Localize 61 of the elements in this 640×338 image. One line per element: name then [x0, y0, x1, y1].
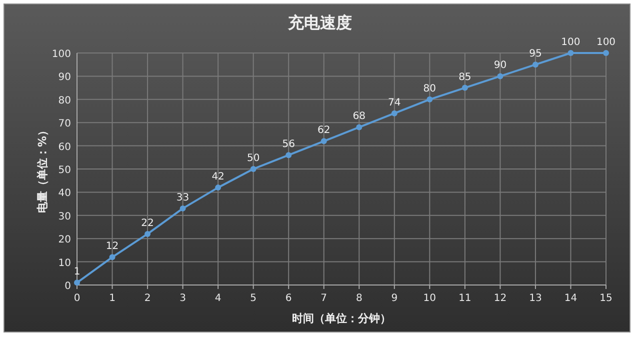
- data-label: 62: [318, 125, 330, 136]
- x-axis-title: 时间（单位：分钟）: [292, 312, 391, 325]
- x-tick-label: 9: [391, 293, 398, 304]
- point: [286, 152, 292, 158]
- y-tick-label: 30: [58, 211, 71, 222]
- data-label: 42: [212, 172, 224, 183]
- y-tick-label: 50: [58, 165, 71, 176]
- y-tick-label: 70: [58, 118, 71, 130]
- x-tick-label: 2: [144, 293, 151, 304]
- x-tick-label: 6: [285, 293, 292, 304]
- point: [250, 166, 256, 172]
- point: [356, 124, 362, 130]
- data-label: 74: [388, 97, 401, 108]
- point: [462, 84, 468, 91]
- point: [109, 254, 116, 260]
- x-tick-label: 5: [250, 293, 257, 304]
- point: [426, 96, 433, 102]
- data-label: 85: [458, 72, 472, 83]
- data-label: 100: [596, 37, 616, 48]
- y-tick-label: 0: [64, 281, 71, 292]
- point: [215, 184, 222, 191]
- x-tick-label: 10: [423, 293, 436, 304]
- y-tick-label: 40: [58, 188, 71, 200]
- y-axis-title: 电量（单位：%）: [36, 124, 49, 214]
- x-tick-label: 1: [109, 293, 116, 304]
- y-tick-label: 60: [58, 142, 71, 153]
- point: [532, 62, 538, 68]
- y-tick-label: 100: [52, 49, 71, 60]
- data-label: 68: [352, 111, 366, 122]
- x-tick-label: 12: [494, 293, 507, 304]
- data-label: 33: [176, 192, 190, 204]
- x-tick-label: 13: [529, 293, 542, 304]
- point: [391, 110, 398, 116]
- x-tick-label: 11: [458, 293, 472, 304]
- y-tick-label: 20: [58, 234, 71, 246]
- point: [568, 50, 574, 56]
- x-tick-label: 7: [320, 293, 328, 304]
- point: [320, 138, 327, 144]
- point: [74, 280, 80, 286]
- point: [603, 50, 609, 56]
- x-tick-label: 14: [564, 293, 578, 304]
- x-tick-label: 4: [214, 293, 222, 304]
- data-label: 80: [423, 83, 436, 94]
- data-label: 95: [529, 48, 542, 60]
- x-tick-label: 15: [600, 293, 612, 304]
- y-tick-label: 90: [58, 72, 71, 84]
- data-label: 90: [494, 60, 507, 72]
- data-label: 12: [106, 241, 119, 252]
- point: [497, 73, 504, 80]
- chart-title: 充电速度: [287, 13, 352, 32]
- data-label: 100: [561, 37, 580, 48]
- x-tick-label: 0: [74, 293, 80, 304]
- y-tick-label: 80: [58, 95, 71, 106]
- point: [180, 205, 186, 212]
- point: [144, 230, 151, 237]
- x-tick-label: 3: [180, 293, 186, 304]
- data-label: 22: [141, 218, 154, 229]
- data-label: 50: [246, 153, 260, 164]
- y-tick-label: 10: [58, 258, 71, 269]
- x-tick-label: 8: [356, 293, 362, 304]
- data-label: 56: [282, 139, 295, 150]
